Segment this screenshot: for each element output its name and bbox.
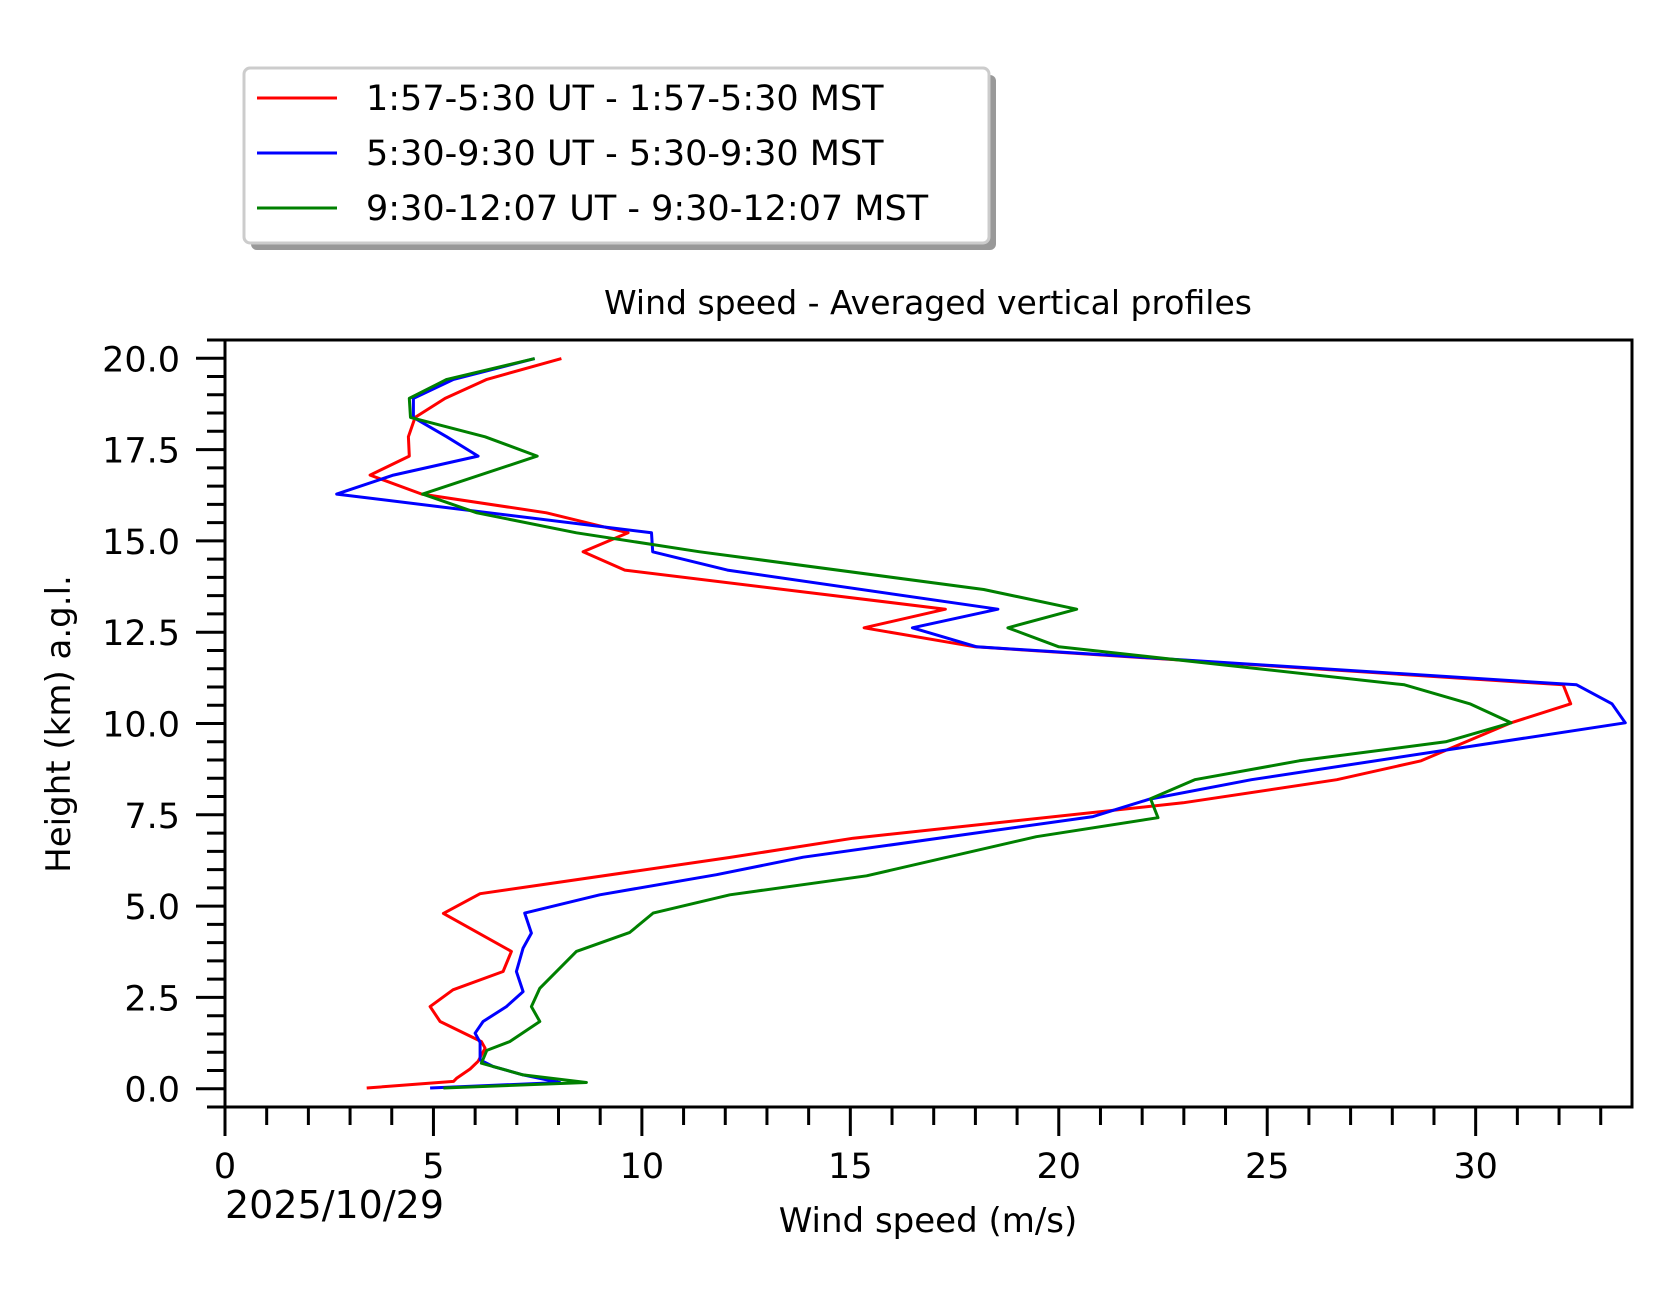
chart-title: Wind speed - Averaged vertical profiles <box>604 283 1252 322</box>
y-axis-label: Height (km) a.g.l. <box>39 575 79 873</box>
x-tick-label: 5 <box>422 1147 444 1187</box>
legend-label-2: 5:30-9:30 UT - 5:30-9:30 MST <box>366 134 884 174</box>
legend-label-3: 9:30-12:07 UT - 9:30-12:07 MST <box>366 189 929 229</box>
x-tick-label: 25 <box>1245 1147 1290 1187</box>
x-tick-label: 30 <box>1453 1147 1498 1187</box>
y-tick-label: 10.0 <box>102 706 180 746</box>
legend-box <box>242 66 991 245</box>
date-label: 2025/10/29 <box>225 1183 444 1227</box>
y-tick-label: 5.0 <box>124 888 180 928</box>
x-tick-label: 0 <box>214 1147 236 1187</box>
x-tick-label: 20 <box>1037 1147 1082 1187</box>
y-tick-label: 2.5 <box>124 979 180 1019</box>
series-layer <box>335 357 1627 1090</box>
y-tick-label: 15.0 <box>102 523 180 563</box>
x-tick-label: 10 <box>620 1147 665 1187</box>
legend-label-1: 1:57-5:30 UT - 1:57-5:30 MST <box>366 79 884 119</box>
y-tick-label: 20.0 <box>102 340 180 380</box>
y-tick-label: 12.5 <box>102 614 180 654</box>
x-tick-label: 15 <box>828 1147 873 1187</box>
series-line-3 <box>407 357 1513 1090</box>
y-tick-label: 0.0 <box>124 1071 180 1111</box>
y-tick-label: 7.5 <box>124 797 180 837</box>
plot-frame <box>223 338 1634 1109</box>
series-line-1 <box>366 357 1573 1090</box>
series-line-2 <box>335 357 1627 1090</box>
y-tick-label: 17.5 <box>102 432 180 472</box>
ticks-layer: 0 5 10 15 20 25 30 0.0 2.5 5.0 7.5 10.0 12.5 15.0 17.5… <box>102 338 1603 1187</box>
legend: 1:57-5:30 UT - 1:57-5:30 MST 5:30-9:30 U… <box>242 66 996 250</box>
x-axis-label: Wind speed (m/s) <box>779 1201 1078 1241</box>
